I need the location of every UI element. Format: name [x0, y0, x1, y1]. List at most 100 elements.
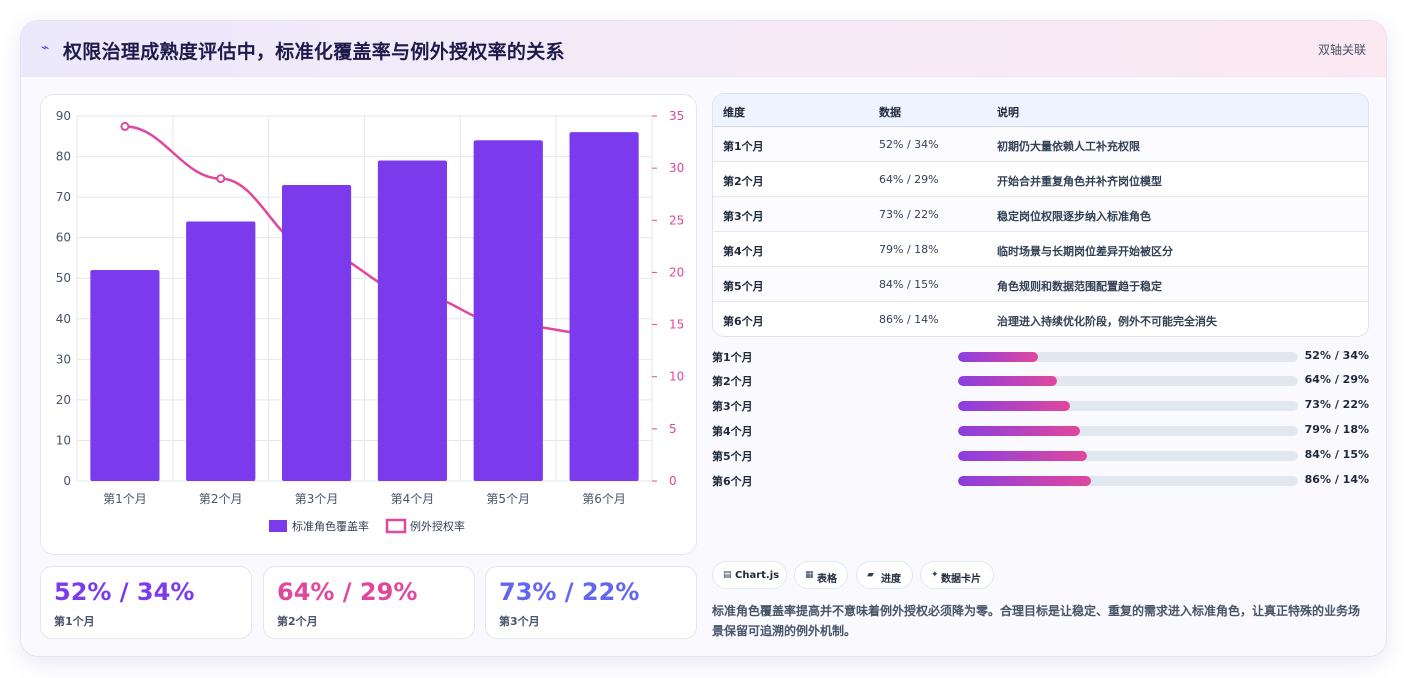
table-cell: 稳定岗位权限逐步纳入标准角色 — [997, 210, 1151, 223]
table-cell: 86% / 14% — [879, 313, 939, 326]
progress-label: 第3个月 — [712, 400, 753, 413]
stat-card-2: 64% / 29% 第2个月 — [263, 566, 475, 639]
legend-label: 例外授权率 — [410, 519, 465, 533]
progress-track — [958, 476, 1298, 486]
bar-overlay — [90, 270, 160, 481]
progress-track — [958, 426, 1298, 436]
x-tick-label: 第5个月 — [486, 492, 530, 506]
progress-fill — [958, 476, 1091, 486]
progress-value: 79% / 18% — [1304, 423, 1369, 436]
chip-progress[interactable]: ▰ 进度 — [856, 561, 913, 589]
x-tick-label: 第3个月 — [295, 492, 339, 506]
progress-track — [958, 401, 1298, 411]
table-cell: 第2个月 — [723, 175, 764, 188]
progress-label: 第6个月 — [712, 475, 753, 488]
chip-data-cards[interactable]: ✦ 数据卡片 — [920, 561, 994, 589]
dashboard-card: ⌁ 权限治理成熟度评估中，标准化覆盖率与例外授权率的关系 双轴关联 0 10 20 3… — [20, 20, 1387, 657]
y-right-tick-label: 25 — [669, 213, 684, 227]
line-point — [120, 121, 130, 131]
bar-overlay — [377, 160, 447, 481]
progress-value: 84% / 15% — [1304, 448, 1369, 461]
sparkle-icon: ✦ — [931, 570, 939, 580]
table-cell: 角色规则和数据范围配置趋于稳定 — [997, 280, 1162, 293]
table-cell: 开始合并重复角色并补齐岗位模型 — [997, 175, 1162, 188]
stat-label-1: 第1个月 — [54, 615, 95, 628]
chip-table[interactable]: ▦ 表格 — [794, 561, 848, 589]
header-tag: 双轴关联 — [1317, 43, 1366, 57]
line-point — [216, 174, 226, 184]
y-right-tick-label: 30 — [669, 161, 684, 175]
bar-overlay — [569, 132, 639, 481]
stat-value-3: 73% / 22% — [499, 578, 640, 606]
progress-value: 64% / 29% — [1304, 373, 1369, 386]
progress-label: 第2个月 — [712, 375, 753, 388]
y-left-tick-label: 60 — [56, 231, 71, 245]
y-right-tick-label: 15 — [669, 318, 684, 332]
table-header-data: 数据 — [879, 106, 901, 119]
progress-fill — [958, 451, 1088, 461]
table-row: 第3个月 73% / 22% 稳定岗位权限逐步纳入标准角色 — [713, 197, 1368, 232]
table-cell: 79% / 18% — [879, 243, 939, 256]
progress-row: 第3个月 73% / 22% — [712, 398, 1369, 414]
table-cell: 73% / 22% — [879, 208, 939, 221]
table-cell: 第5个月 — [723, 280, 764, 293]
table-cell: 初期仍大量依赖人工补充权限 — [997, 140, 1140, 153]
table-cell: 第6个月 — [723, 315, 764, 328]
combo-chart: 0 10 20 30 40 50 60 70 80 90 0 5 10 15 20 25 30 35 第1个月 第2个… — [56, 109, 684, 534]
progress-fill — [958, 352, 1038, 362]
y-right-tick-label: 10 — [669, 370, 684, 384]
summary-note: 标准角色覆盖率提高并不意味着例外授权必须降为零。合理目标是让稳定、重复的需求进入… — [712, 604, 1361, 638]
stat-label-3: 第3个月 — [499, 615, 540, 628]
table-row: 第6个月 86% / 14% 治理进入持续优化阶段，例外不可能完全消失 — [713, 302, 1368, 336]
y-left-tick-label: 40 — [56, 312, 71, 326]
table-cell: 84% / 15% — [879, 278, 939, 291]
y-left-tick-label: 30 — [56, 352, 71, 366]
legend-swatch-line — [385, 518, 407, 534]
progress-fill — [958, 376, 1057, 386]
bar-overlay — [473, 140, 543, 482]
x-tick-label: 第6个月 — [582, 492, 626, 506]
table-cell: 临时场景与长期岗位差异开始被区分 — [997, 245, 1173, 258]
stat-card-1: 52% / 34% 第1个月 — [40, 566, 252, 639]
y-right-tick-label: 20 — [669, 265, 684, 279]
legend-swatch-bar — [269, 520, 287, 532]
stat-label-2: 第2个月 — [277, 615, 318, 628]
progress-label: 第4个月 — [712, 425, 753, 438]
table-row: 第4个月 79% / 18% 临时场景与长期岗位差异开始被区分 — [713, 232, 1368, 267]
stat-value-2: 64% / 29% — [277, 578, 418, 606]
progress-fill — [958, 401, 1071, 411]
progress-row: 第4个月 79% / 18% — [712, 423, 1369, 439]
y-right-tick-label: 0 — [669, 474, 677, 488]
table-row: 第1个月 52% / 34% 初期仍大量依赖人工补充权限 — [713, 127, 1368, 162]
progress-row: 第2个月 64% / 29% — [712, 373, 1369, 389]
stat-card-3: 73% / 22% 第3个月 — [485, 566, 697, 639]
progress-value: 73% / 22% — [1304, 398, 1369, 411]
chart-panel: 0 10 20 30 40 50 60 70 80 90 0 5 10 15 20 25 30 35 第1个月 第2个… — [40, 94, 697, 555]
bar-overlay — [282, 184, 352, 481]
y-right-tick-label: 5 — [669, 422, 677, 436]
folder-icon: ▰ — [867, 570, 874, 580]
table-cell: 52% / 34% — [879, 138, 939, 151]
y-left-tick-label: 50 — [56, 271, 71, 285]
table-header-description: 说明 — [997, 106, 1019, 119]
header-bar: ⌁ 权限治理成熟度评估中，标准化覆盖率与例外授权率的关系 双轴关联 — [21, 21, 1386, 77]
chip-chartjs[interactable]: ▤ Chart.js — [712, 561, 787, 589]
x-tick-label: 第4个月 — [391, 492, 435, 506]
stat-value-1: 52% / 34% — [54, 578, 195, 606]
legend-label: 标准角色覆盖率 — [292, 519, 369, 533]
y-left-tick-label: 10 — [56, 433, 71, 447]
table-cell: 第1个月 — [723, 140, 764, 153]
chip-label: 进度 — [881, 574, 901, 585]
bar-overlay — [186, 221, 256, 481]
table-cell: 第4个月 — [723, 245, 764, 258]
y-right-tick-label: 35 — [669, 109, 684, 123]
y-left-tick-label: 70 — [56, 190, 71, 204]
table-icon: ▦ — [805, 570, 814, 580]
x-tick-label: 第2个月 — [199, 492, 243, 506]
table-cell: 64% / 29% — [879, 173, 939, 186]
progress-row: 第1个月 52% / 34% — [712, 349, 1369, 365]
page-title: 权限治理成熟度评估中，标准化覆盖率与例外授权率的关系 — [63, 41, 565, 63]
chip-label: Chart.js — [735, 570, 780, 581]
progress-label: 第1个月 — [712, 351, 753, 364]
table-header: 维度 数据 说明 — [713, 94, 1368, 127]
